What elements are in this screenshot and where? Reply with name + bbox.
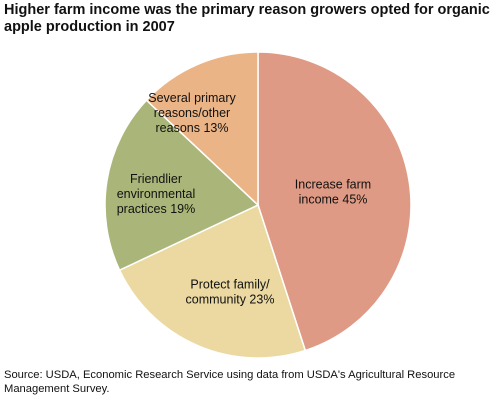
- slice-label: Friendlier environmental practices 19%: [117, 172, 196, 216]
- pie-slice: [104, 99, 260, 272]
- slice-label: Increase farm income 45%: [295, 178, 371, 207]
- pie-slice: [257, 51, 412, 352]
- pie-slice: [118, 203, 307, 359]
- slice-label: Protect family/community 23%: [186, 278, 275, 307]
- slice-label: Several primary reasons/other reasons 13%: [148, 91, 236, 135]
- source-note: Source: USDA, Economic Research Service …: [4, 369, 456, 395]
- pie-slice: [145, 51, 259, 207]
- chart-title: Higher farm income was the primary reaso…: [4, 2, 490, 35]
